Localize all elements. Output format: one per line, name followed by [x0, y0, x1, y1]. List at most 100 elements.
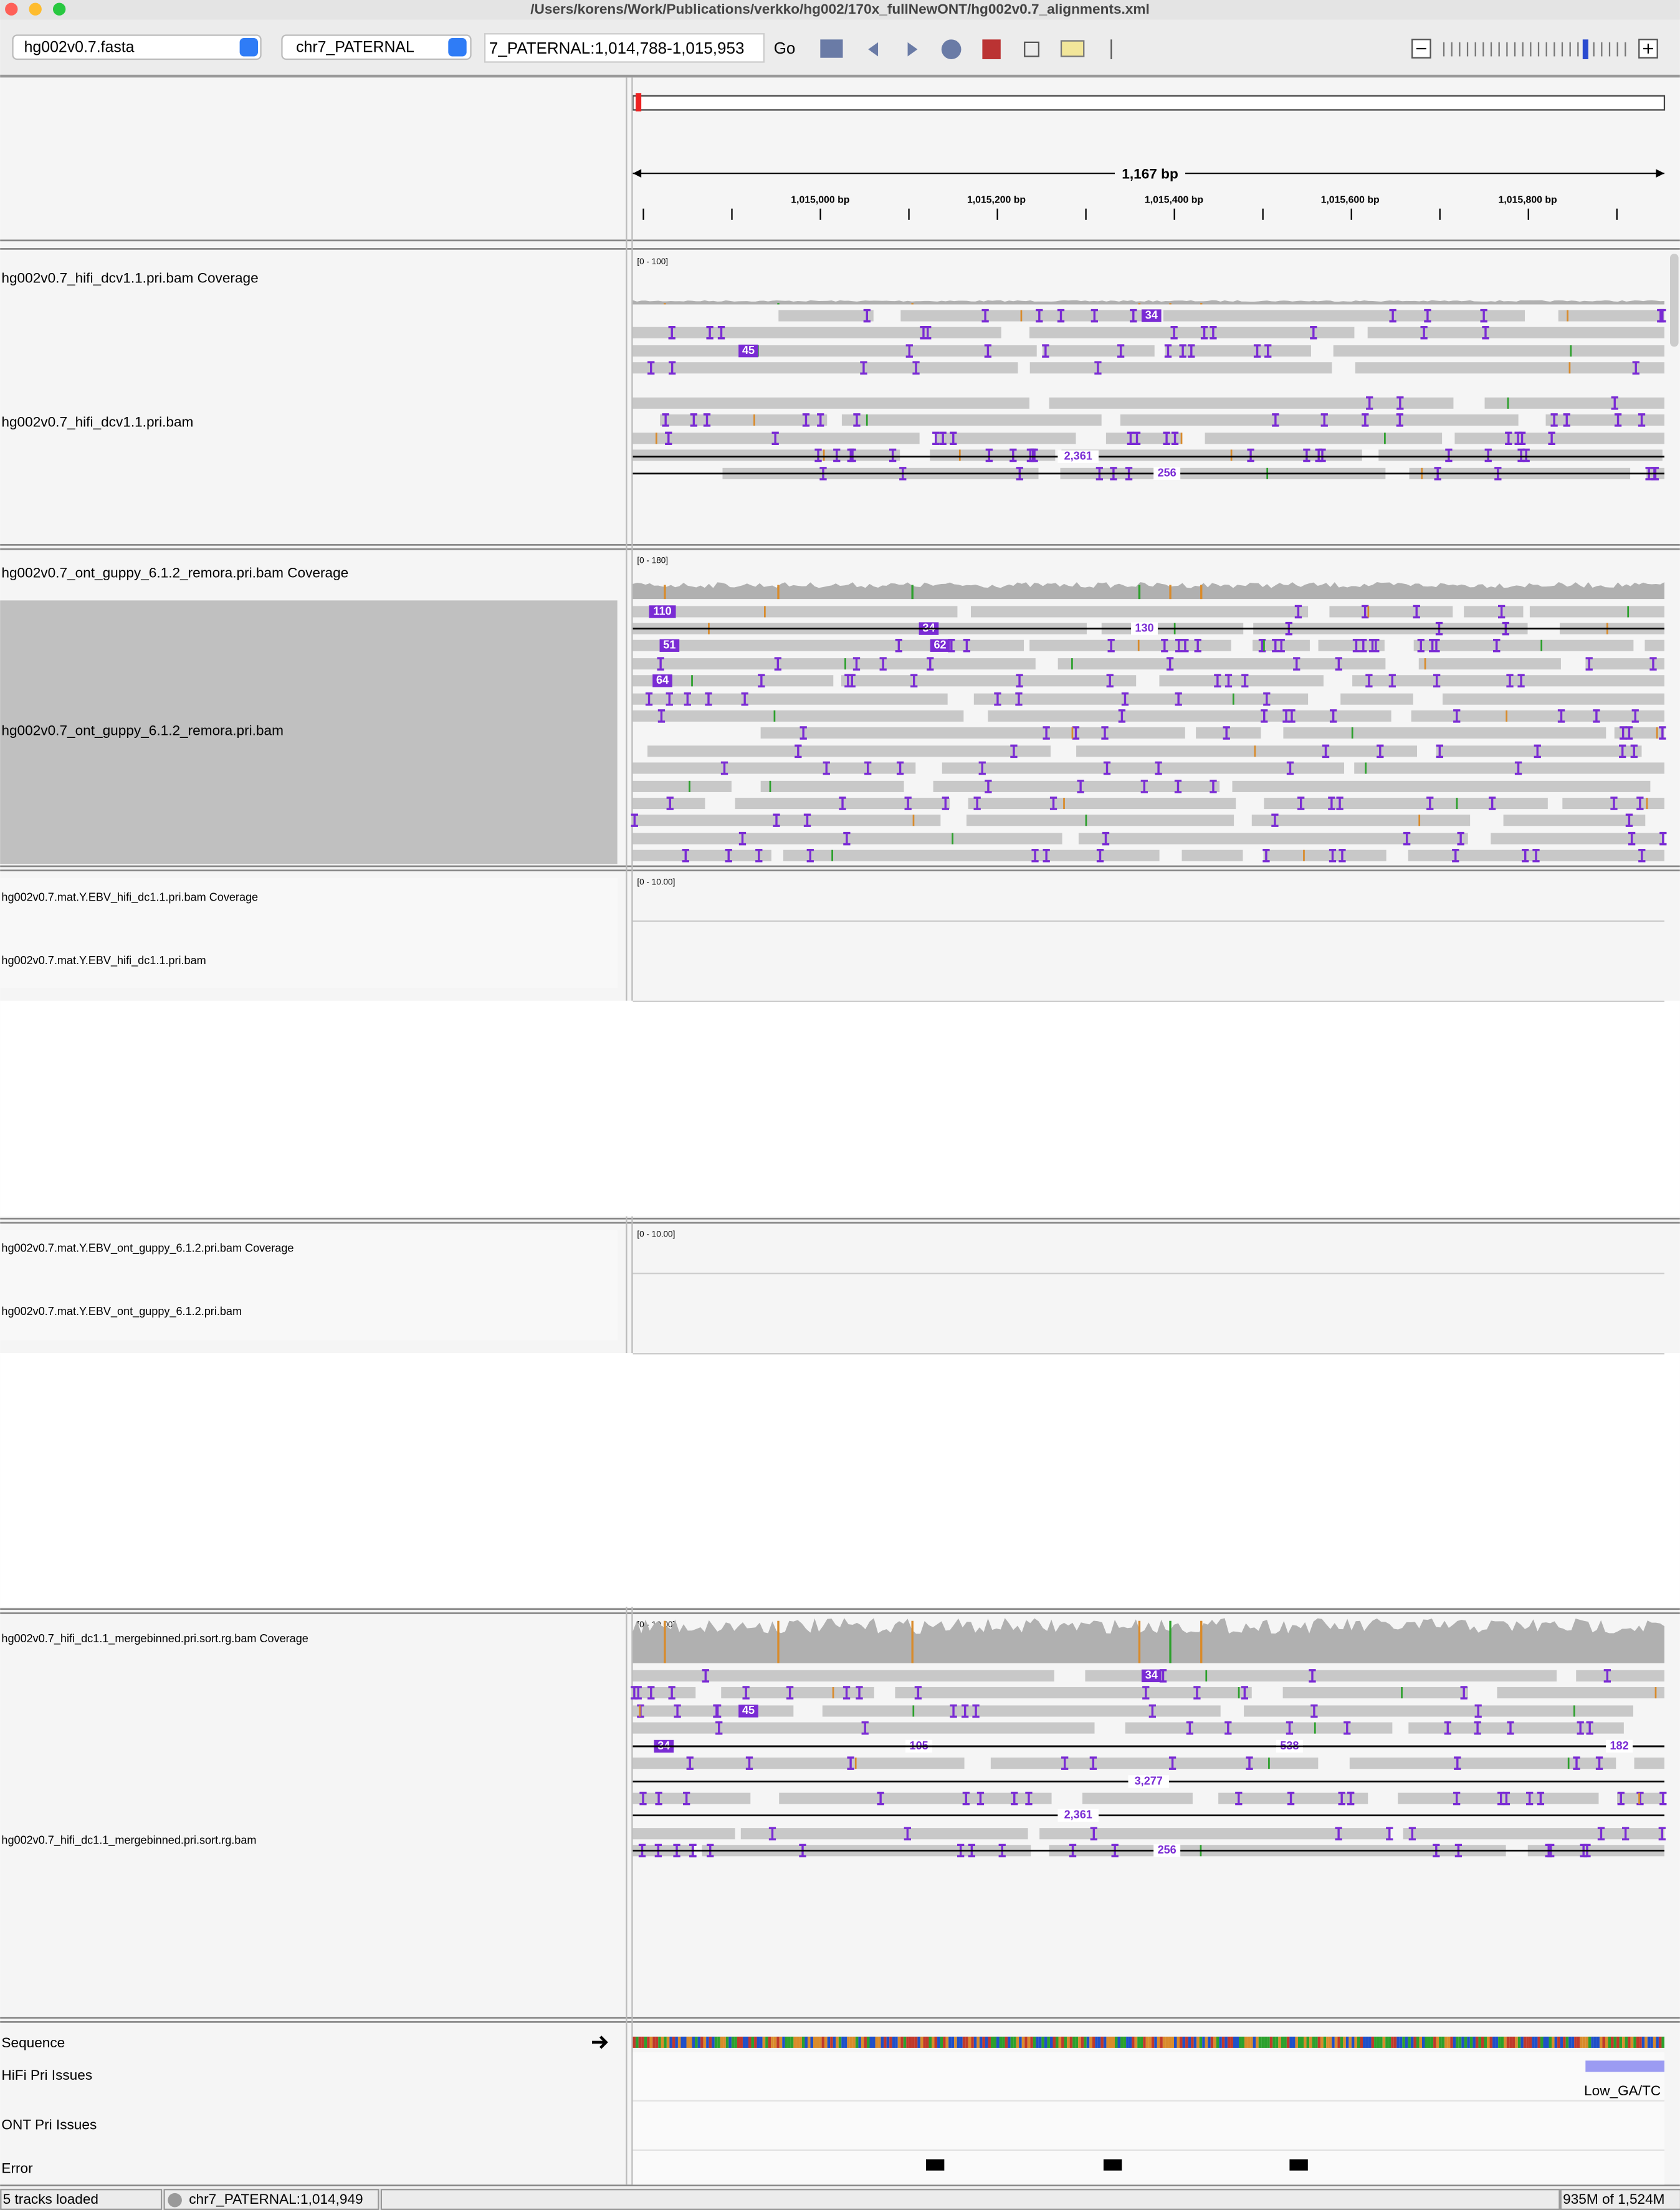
- base: [1275, 2036, 1279, 2048]
- go-button[interactable]: Go: [774, 39, 796, 57]
- read: [930, 449, 1056, 461]
- mismatch: [691, 675, 693, 687]
- mismatch: [1568, 362, 1571, 374]
- base: [1193, 2036, 1197, 2048]
- read: [1529, 606, 1664, 618]
- insertion: [1628, 831, 1636, 846]
- base: [1143, 2036, 1146, 2048]
- close-button[interactable]: [5, 2, 18, 16]
- insertion: [662, 413, 669, 427]
- insertion: [1593, 709, 1600, 723]
- insertion: [1563, 413, 1570, 427]
- mismatch: [1351, 727, 1353, 739]
- insertion: [1179, 344, 1186, 358]
- insertion: [1460, 1686, 1468, 1700]
- mismatch: [958, 449, 961, 461]
- insertion: [817, 413, 824, 427]
- zoom-tick: [1577, 42, 1579, 57]
- base: [1413, 2036, 1416, 2048]
- read: [1082, 1792, 1193, 1804]
- base: [1061, 2036, 1064, 2048]
- fit-button[interactable]: [1024, 41, 1039, 57]
- insertion: [1329, 848, 1337, 863]
- mismatch-bar: [1138, 1620, 1141, 1663]
- insertion: [1096, 848, 1104, 863]
- base: [1529, 2036, 1532, 2048]
- zoom-tick: [1608, 42, 1611, 57]
- base: [948, 2036, 952, 2048]
- popup-button[interactable]: [1060, 40, 1085, 57]
- base: [1320, 2036, 1324, 2048]
- insertion: [1388, 674, 1396, 688]
- label-bg: [1141, 309, 1162, 322]
- error-feature: [925, 2159, 945, 2171]
- read: [1264, 797, 1548, 810]
- base: [1385, 2036, 1388, 2048]
- panel-border: [0, 248, 1680, 250]
- locus-box[interactable]: [484, 33, 765, 63]
- home-button[interactable]: [820, 39, 843, 58]
- base: [1472, 2036, 1476, 2048]
- toolbar-icons: [820, 39, 1112, 59]
- base: [632, 2036, 636, 2048]
- insertion: [1310, 325, 1317, 340]
- track-name: Error: [1, 2160, 33, 2176]
- base: [1653, 2036, 1656, 2048]
- insertion: [924, 325, 932, 340]
- event-label: 45: [742, 1704, 755, 1716]
- panel-border: [0, 239, 1680, 242]
- base: [1549, 2036, 1552, 2048]
- insertion: [1426, 796, 1434, 810]
- mismatch-bar: [777, 303, 780, 305]
- back-button[interactable]: [868, 42, 879, 57]
- insertion: [1347, 1791, 1355, 1806]
- panel-border: [0, 543, 1680, 546]
- refresh-button[interactable]: [941, 39, 962, 59]
- insertion: [939, 431, 947, 446]
- base: [725, 2036, 729, 2048]
- insertion: [1532, 848, 1540, 863]
- read: [632, 639, 1024, 651]
- label-bg: [1141, 1669, 1162, 1683]
- base: [1224, 2036, 1228, 2048]
- read: [1585, 658, 1664, 670]
- forward-button[interactable]: [907, 42, 918, 57]
- base: [1173, 2036, 1177, 2048]
- chromosome-dropdown[interactable]: [281, 34, 472, 60]
- base: [928, 2036, 932, 2048]
- insertion: [1396, 413, 1404, 427]
- zoom-tick: [1490, 42, 1492, 57]
- base: [1661, 2036, 1664, 2048]
- mismatch-bar: [1169, 585, 1172, 600]
- insertion: [1573, 1756, 1580, 1770]
- label-bg: [1153, 467, 1181, 481]
- insertion: [631, 813, 638, 827]
- base: [1210, 2036, 1214, 2048]
- mismatch: [1020, 310, 1023, 322]
- base: [1613, 2036, 1617, 2048]
- base: [1405, 2036, 1408, 2048]
- insertion: [657, 709, 666, 723]
- insertion: [1526, 1791, 1534, 1806]
- selected-track: [0, 600, 618, 864]
- zoom-button[interactable]: [52, 2, 66, 16]
- ruler-tick: [1262, 208, 1264, 220]
- roi-button[interactable]: [982, 39, 1001, 59]
- insertion: [1444, 1721, 1451, 1735]
- minimize-button[interactable]: [29, 2, 42, 16]
- zoom-slider[interactable]: [1443, 39, 1626, 59]
- read: [760, 780, 904, 792]
- mismatch: [1085, 815, 1087, 826]
- genome-dropdown[interactable]: [12, 34, 262, 60]
- read: [1352, 675, 1664, 687]
- base: [827, 2036, 831, 2048]
- ruler-tick: [1527, 208, 1529, 220]
- coverage-track-name: hg002v0.7_ont_guppy_6.1.2_remora.pri.bam…: [1, 565, 348, 580]
- read: [1614, 727, 1664, 739]
- read: [721, 1686, 874, 1699]
- insertion: [856, 1686, 863, 1700]
- base: [1534, 2036, 1538, 2048]
- mismatch: [1180, 433, 1183, 444]
- base: [1580, 2036, 1583, 2048]
- mismatch: [1654, 1686, 1657, 1699]
